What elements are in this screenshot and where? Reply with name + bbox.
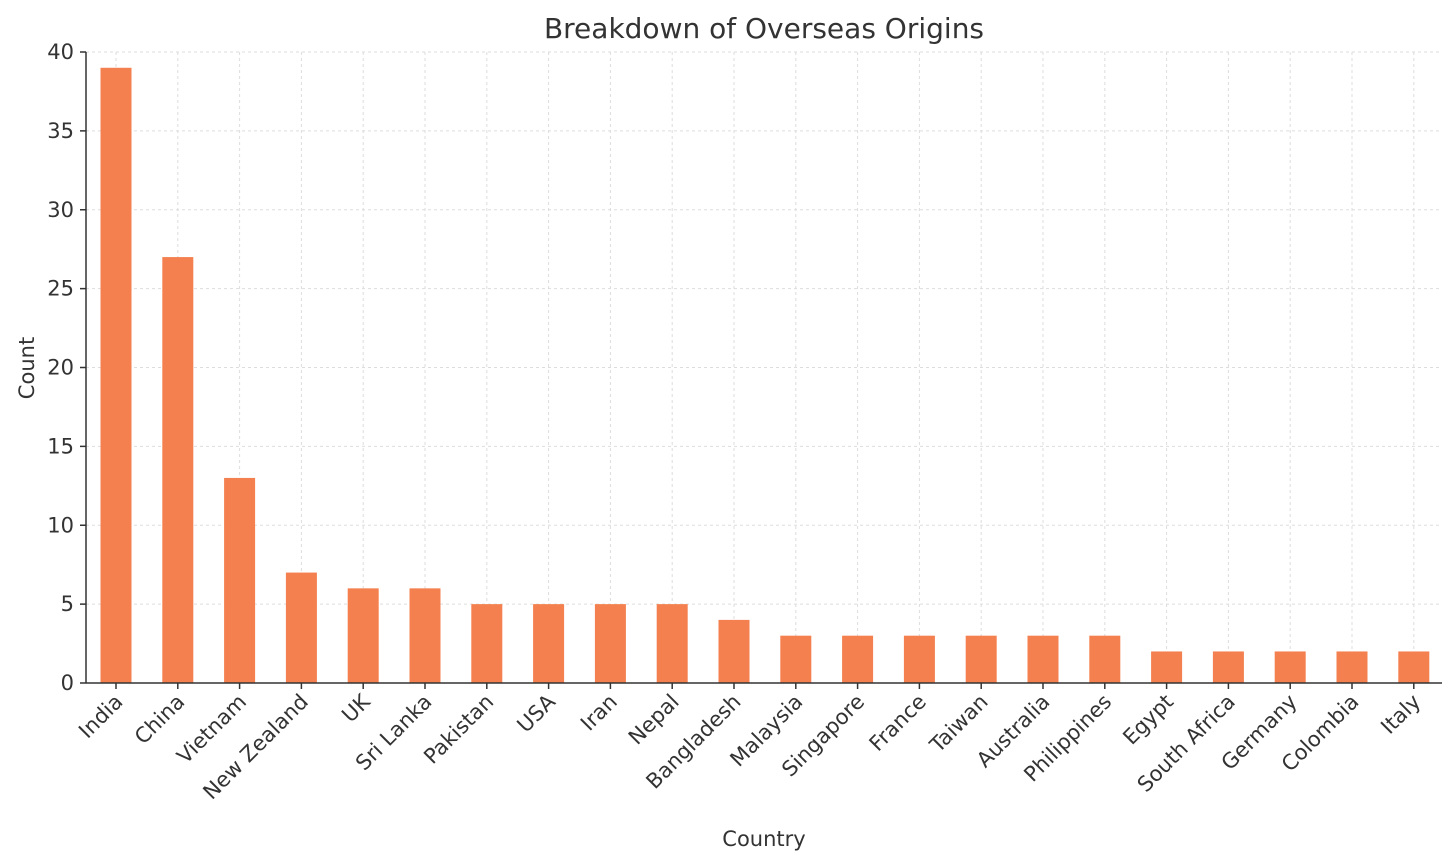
- bar-germany: [1274, 651, 1306, 683]
- bar-india: [100, 67, 132, 683]
- axes-layer: [85, 52, 1442, 684]
- bar-australia: [1027, 635, 1059, 683]
- y-axis-title: Count: [15, 337, 39, 399]
- y-tick-label: 20: [47, 356, 74, 380]
- bar-usa: [533, 604, 565, 683]
- bar-uk: [347, 588, 379, 683]
- y-tick-label: 25: [47, 277, 74, 301]
- x-tick-label: Italy: [1376, 690, 1425, 739]
- x-tick-label: France: [865, 690, 931, 756]
- y-tick-label: 40: [47, 40, 74, 64]
- bar-sri-lanka: [409, 588, 441, 683]
- bar-new-zealand: [285, 572, 317, 683]
- x-tick-label: Nepal: [624, 690, 684, 750]
- bar-pakistan: [471, 604, 503, 683]
- y-tick-label: 35: [47, 119, 74, 143]
- y-tick-label: 30: [47, 198, 74, 222]
- y-tick-label: 15: [47, 434, 74, 458]
- grid-layer: [80, 51, 1442, 684]
- bar-iran: [594, 604, 626, 683]
- bar-nepal: [656, 604, 688, 683]
- x-tick-label: UK: [337, 689, 375, 727]
- bar-vietnam: [224, 477, 256, 683]
- x-tick-label: China: [130, 690, 189, 749]
- bars-layer: [100, 67, 1430, 689]
- bar-china: [162, 257, 194, 683]
- x-tick-label: India: [74, 690, 127, 743]
- y-tick-labels: 0 5 10 15 20 25 30 35 40: [47, 40, 74, 695]
- x-tick-label: Egypt: [1118, 690, 1178, 750]
- y-tick-label: 5: [61, 592, 74, 616]
- x-tick-label: New Zealand: [198, 690, 313, 805]
- bar-italy: [1398, 651, 1430, 683]
- bar-bangladesh: [718, 619, 750, 683]
- y-tick-label: 10: [47, 513, 74, 537]
- bar-south-africa: [1212, 651, 1244, 683]
- bar-singapore: [842, 635, 874, 683]
- x-tick-label: Iran: [576, 690, 622, 736]
- y-tick-label: 0: [61, 671, 74, 695]
- bar-malaysia: [780, 635, 812, 683]
- bar-france: [903, 635, 935, 683]
- bar-egypt: [1151, 651, 1183, 683]
- bar-philippines: [1089, 635, 1121, 683]
- x-tick-label: USA: [512, 689, 560, 737]
- bar-taiwan: [965, 635, 997, 683]
- chart-title: Breakdown of Overseas Origins: [544, 12, 984, 45]
- bar-colombia: [1336, 651, 1368, 683]
- x-axis-title: Country: [722, 827, 805, 851]
